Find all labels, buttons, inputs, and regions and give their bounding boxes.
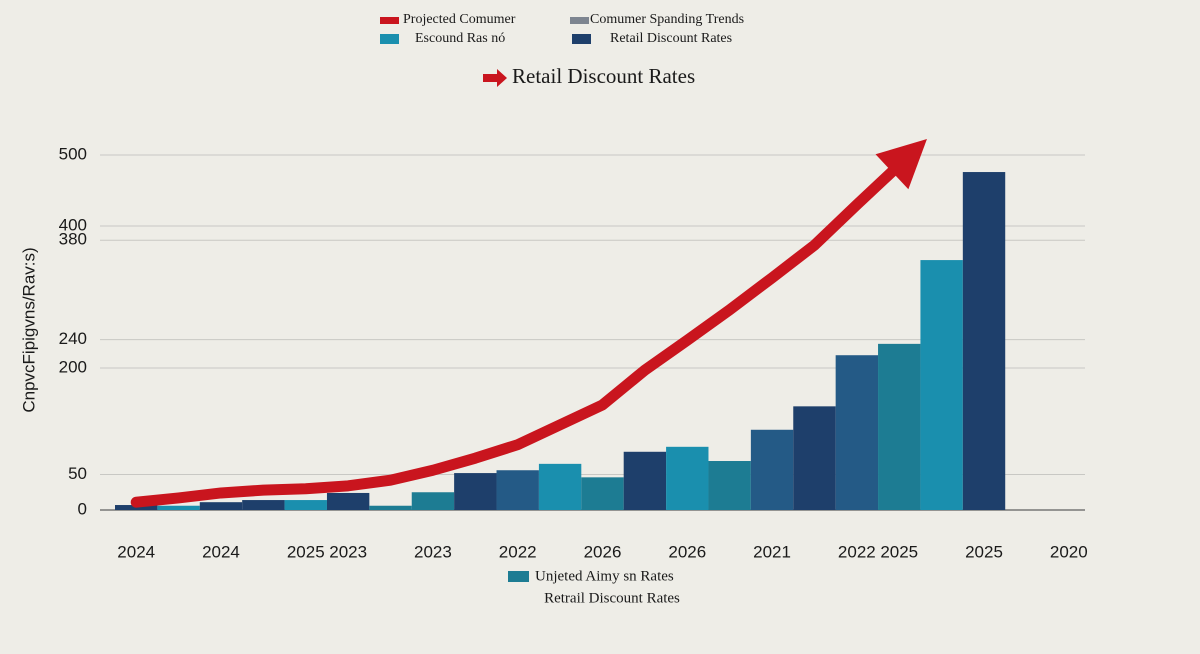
bar: [920, 260, 963, 510]
bar: [623, 451, 667, 510]
legend-label: Projected Comumer: [403, 12, 516, 27]
trend-line: [130, 159, 905, 508]
legend-swatch: [570, 17, 589, 24]
bar: [411, 492, 455, 510]
x-axis-label: Retrail Discount Rates: [544, 590, 680, 606]
bar: [538, 463, 582, 510]
y-tick-label: 0: [78, 499, 87, 518]
y-tick-label: 380: [59, 230, 87, 249]
bar: [369, 505, 412, 510]
legend-label: Retail Discount Rates: [610, 31, 732, 46]
bar: [496, 470, 539, 510]
trend-arrowhead: [875, 138, 927, 190]
bar: [326, 492, 370, 510]
chart-title: Retail Discount Rates: [512, 64, 695, 88]
bar: [750, 429, 794, 510]
x-tick-label: 2023: [329, 542, 367, 561]
bar: [581, 477, 624, 510]
legend-label: Escound Ras nó: [415, 31, 505, 46]
legend-swatch: [380, 17, 399, 24]
legend-swatch: [572, 34, 591, 44]
legend-swatch: [380, 34, 399, 44]
bar: [157, 505, 200, 510]
bar: [962, 172, 1006, 511]
x-tick-label: 2020: [1050, 542, 1088, 561]
bar: [708, 461, 751, 510]
x-tick-label: 2024: [202, 542, 240, 561]
x-tick-label: 2025: [965, 542, 1003, 561]
y-tick-label: 200: [59, 357, 87, 376]
x-tick-label: 2025: [287, 542, 325, 561]
bar: [284, 500, 327, 510]
x-tick-label: 2022: [499, 542, 537, 561]
y-axis-label: CnpvcFipigvns/Rav:s): [19, 247, 38, 412]
bar: [878, 343, 921, 510]
title-icon: [483, 69, 507, 87]
bar: [666, 446, 709, 510]
y-tick-label: 500: [59, 144, 87, 163]
x-tick-label: 2025: [880, 542, 918, 561]
y-tick-label: 400: [59, 215, 87, 234]
legend-label: Comumer Spanding Trends: [590, 12, 744, 27]
y-tick-label: 50: [68, 464, 87, 483]
bar: [835, 355, 879, 510]
x-tick-label: 2023: [414, 542, 452, 561]
bar: [454, 473, 497, 510]
x-tick-label: 2022: [838, 542, 876, 561]
x-legend-label: Unjeted Aimy sn Rates: [535, 568, 674, 584]
bar: [793, 406, 836, 510]
x-legend-swatch: [508, 571, 529, 582]
y-tick-label: 240: [59, 329, 87, 348]
x-tick-label: 2026: [668, 542, 706, 561]
bar: [242, 500, 285, 510]
x-tick-label: 2021: [753, 542, 791, 561]
bar: [199, 502, 243, 510]
x-tick-label: 2026: [584, 542, 622, 561]
x-tick-label: 2024: [117, 542, 155, 561]
